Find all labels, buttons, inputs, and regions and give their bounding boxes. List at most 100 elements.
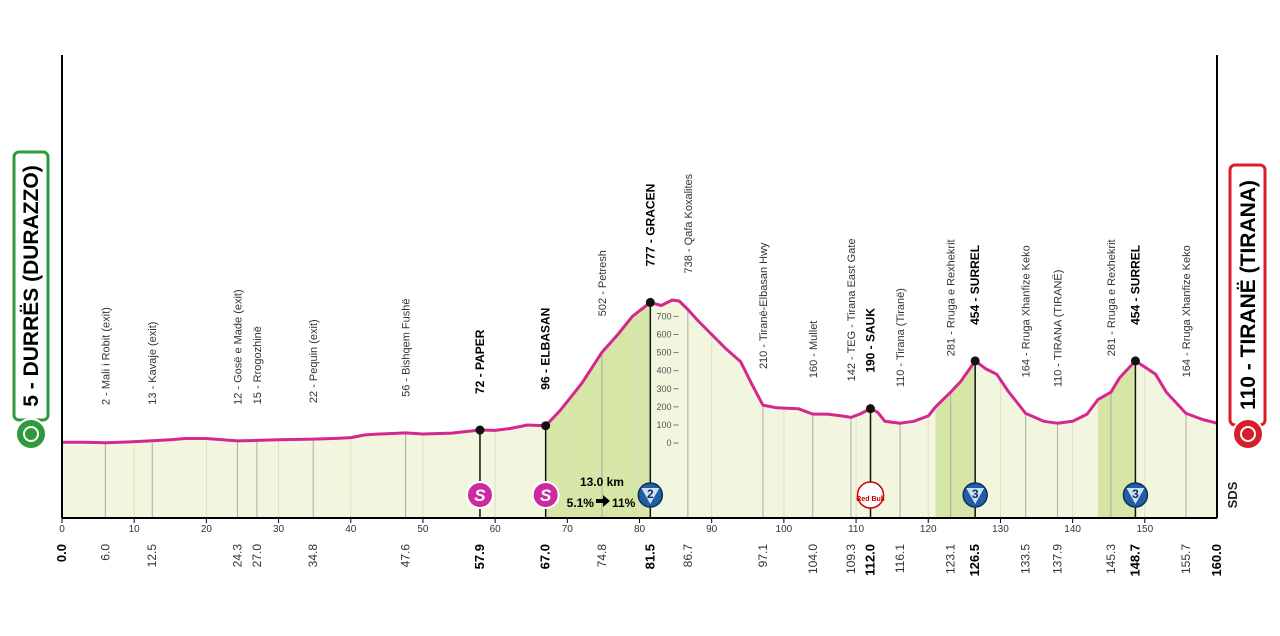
km-label: 109.3 <box>844 544 858 574</box>
poi-dot <box>1130 356 1140 366</box>
km-label: 57.9 <box>472 544 487 569</box>
y-tick-label: 700 <box>656 311 671 321</box>
km-label: 104.0 <box>806 544 820 574</box>
km-label: 126.5 <box>967 544 982 577</box>
waypoint-label: 2 - Mali i Robit (exit) <box>100 307 112 405</box>
waypoint-label: 110 - TIRANA (TIRANË) <box>1052 270 1064 388</box>
sprint-icon <box>465 481 494 509</box>
km-label: 97.1 <box>756 544 770 568</box>
poi-dot <box>541 421 551 431</box>
finish-name: 110 - TIRANË (TIRANA) <box>1237 180 1260 410</box>
km-label: 112.0 <box>863 544 878 576</box>
km-label: 0.0 <box>54 544 69 562</box>
km-label: 86.7 <box>681 544 695 568</box>
km-label: 160.0 <box>1209 544 1224 577</box>
poi-dot <box>645 297 655 307</box>
x-tick-label: 70 <box>562 524 574 535</box>
climb-avg: 5.1% <box>567 496 595 510</box>
y-tick-label: 0 <box>666 438 671 448</box>
waypoint-label: 160 - Mullet <box>808 321 820 378</box>
x-tick-label: 140 <box>1064 524 1081 535</box>
x-tick-label: 0 <box>59 524 65 535</box>
kom-triangle <box>641 488 660 504</box>
poi-dot <box>866 404 875 414</box>
climb-length: 13.0 km <box>580 475 624 489</box>
logo: SDS <box>1225 481 1240 508</box>
waypoint-label: 22 - Pequin (exit) <box>308 319 320 403</box>
km-label: 47.6 <box>399 544 413 568</box>
bonus-label: Red Bull <box>856 496 884 503</box>
x-tick-label: 110 <box>848 524 864 535</box>
waypoint-label: 454 - SURREL <box>968 245 982 325</box>
start-icon-inner <box>23 426 39 442</box>
start-icon <box>15 418 47 450</box>
waypoint-label: 281 - Rruga e Rexhekrit <box>1106 239 1118 356</box>
waypoint-label: 190 - SAUK <box>864 308 878 373</box>
kom-label: 3 <box>1132 487 1139 501</box>
x-tick-label: 50 <box>417 524 429 535</box>
x-tick-label: 80 <box>634 524 646 535</box>
waypoint-label: 110 - Tirana (Tiranë) <box>895 288 907 387</box>
x-tick-label: 30 <box>273 524 285 535</box>
climb-arrow <box>595 495 610 507</box>
waypoint-label: 56 - Bishqem Fushë <box>401 298 413 396</box>
waypoint-label: 164 - Rruga Xhanfize Keko <box>1181 245 1193 377</box>
x-tick-label: 60 <box>490 524 502 535</box>
waypoint-label: 281 - Rruga e Rexhekrit <box>946 239 958 356</box>
waypoint-label: 164 - Rruga Xhanfize Keko <box>1021 245 1033 377</box>
start-name: 5 - DURRËS (DURAZZO) <box>20 165 43 407</box>
kom-label: 3 <box>972 487 979 501</box>
sprint-label: S <box>474 486 486 505</box>
sprint-label: S <box>540 486 552 505</box>
sprint-icon <box>531 481 560 509</box>
km-label: 12.5 <box>145 544 159 568</box>
y-tick-label: 200 <box>656 402 671 412</box>
km-label: 24.3 <box>230 544 244 568</box>
km-label: 74.8 <box>595 544 609 568</box>
poi-dot <box>475 425 485 435</box>
waypoint-label: 210 - Tiranë-Elbasan Hwy <box>758 242 770 369</box>
kom-label: 2 <box>647 487 654 501</box>
x-tick-label: 100 <box>776 524 793 535</box>
km-label: 133.5 <box>1019 544 1033 574</box>
y-tick-label: 100 <box>656 420 671 430</box>
x-tick-label: 10 <box>129 524 141 535</box>
finish-icon <box>1232 418 1264 450</box>
x-tick-label: 90 <box>706 524 718 535</box>
waypoint-label: 15 - Rrogozhinë <box>252 326 264 404</box>
waypoint-label: 502 - Petresh <box>597 250 609 316</box>
y-tick-label: 300 <box>656 384 671 394</box>
waypoint-label: 13 - Kavaje (exit) <box>147 322 159 405</box>
km-label: 67.0 <box>538 544 553 569</box>
km-label: 34.8 <box>306 544 320 568</box>
x-tick-label: 20 <box>201 524 213 535</box>
km-label: 137.9 <box>1050 544 1064 574</box>
waypoint-label: 72 - PAPER <box>473 329 487 394</box>
km-label: 145.3 <box>1104 544 1118 574</box>
poi-dot <box>970 356 980 366</box>
kom-triangle <box>1126 488 1145 504</box>
waypoint-label: 738 - Qafa Koxalites <box>683 173 695 273</box>
km-label: 148.7 <box>1127 544 1142 577</box>
y-tick-label: 400 <box>656 366 671 376</box>
km-label: 155.7 <box>1179 544 1193 574</box>
waypoint-label: 454 - SURREL <box>1128 245 1142 325</box>
x-tick-label: 40 <box>345 524 357 535</box>
waypoint-label: 12 - Gosë e Made (exit) <box>232 289 244 405</box>
climb-max: 11% <box>612 496 636 510</box>
waypoint-label: 142 - TEG - Tirana East Gate <box>846 238 858 381</box>
waypoint-label: 96 - ELBASAN <box>539 308 553 390</box>
km-label: 116.1 <box>893 544 907 573</box>
y-tick-label: 500 <box>656 348 671 358</box>
finish-icon-inner <box>1240 426 1256 442</box>
kom-triangle <box>966 488 985 504</box>
profile-line <box>62 298 1218 445</box>
x-tick-label: 150 <box>1136 524 1153 535</box>
x-tick-label: 130 <box>992 524 1009 535</box>
km-label: 123.1 <box>944 544 958 574</box>
km-label: 81.5 <box>642 544 657 569</box>
km-label: 27.0 <box>250 544 264 568</box>
km-label: 6.0 <box>98 544 112 561</box>
x-tick-label: 120 <box>920 524 937 535</box>
